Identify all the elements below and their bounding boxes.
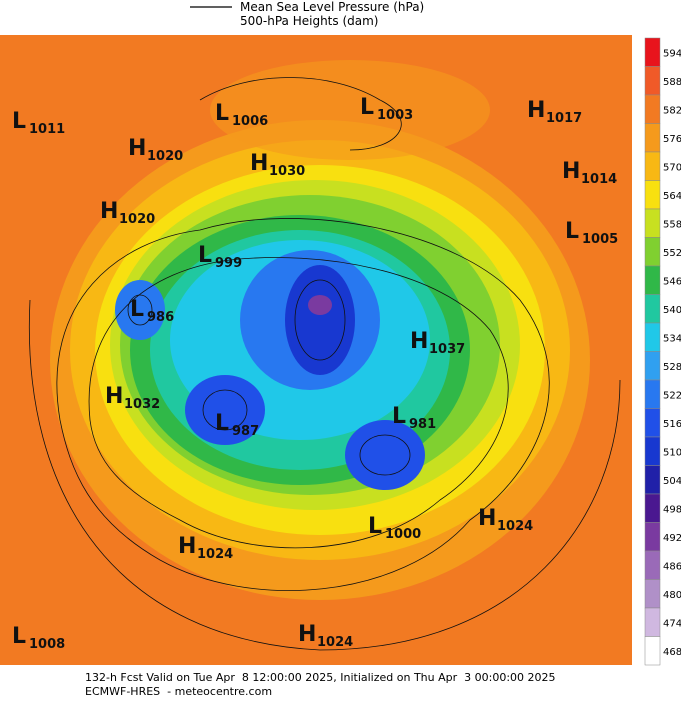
colorbar-tick-label: 480: [663, 590, 681, 601]
colorbar-swatch: [644, 522, 661, 552]
colorbar-tick-label: 522: [663, 390, 681, 401]
colorbar-swatch: [644, 465, 661, 495]
colorbar-swatch: [644, 493, 661, 523]
center-pressure: 1032: [124, 397, 160, 412]
center-letter: L: [215, 101, 229, 126]
colorbar-swatch: [644, 636, 661, 666]
center-pressure: 1000: [385, 527, 421, 542]
colorbar-tick-label: 468: [663, 647, 681, 658]
colorbar-tick-label: 552: [663, 248, 681, 259]
center-letter: L: [368, 514, 382, 539]
colorbar-swatch: [644, 94, 661, 124]
center-pressure: 1011: [29, 122, 65, 137]
center-pressure: 1024: [317, 635, 353, 650]
center-pressure: 1005: [582, 232, 618, 247]
colorbar-tick-label: 510: [663, 447, 681, 458]
center-letter: H: [100, 199, 118, 224]
center-pressure: 1020: [119, 212, 155, 227]
colorbar-tick-label: 570: [663, 162, 681, 173]
colorbar-tick-label: 546: [663, 276, 681, 287]
colorbar-swatch: [644, 379, 661, 409]
center-letter: H: [562, 159, 580, 184]
colorbar-swatch: [644, 579, 661, 609]
center-pressure: 1020: [147, 149, 183, 164]
colorbar-swatch: [644, 180, 661, 210]
colorbar-tick-label: 588: [663, 77, 681, 88]
colorbar-swatch: [644, 208, 661, 238]
footer-line: ECMWF-HRES - meteocentre.com: [85, 685, 272, 698]
colorbar-swatch: [644, 123, 661, 153]
colorbar-tick-label: 474: [663, 618, 681, 629]
center-letter: L: [12, 109, 26, 134]
center-letter: H: [478, 506, 496, 531]
colorbar-tick-label: 486: [663, 561, 681, 572]
colorbar-swatch: [644, 322, 661, 352]
colorbar-tick-label: 540: [663, 305, 681, 316]
center-letter: L: [198, 243, 212, 268]
colorbar-swatch: [644, 436, 661, 466]
center-letter: H: [128, 136, 146, 161]
center-letter: H: [410, 329, 428, 354]
center-pressure: 981: [409, 417, 436, 432]
colorbar-swatch: [644, 66, 661, 96]
center-letter: H: [527, 98, 545, 123]
center-letter: H: [178, 534, 196, 559]
center-letter: L: [565, 219, 579, 244]
colorbar-swatch: [644, 550, 661, 580]
colorbar-tick-label: 498: [663, 504, 681, 515]
colorbar-swatch: [644, 351, 661, 381]
center-letter: L: [215, 411, 229, 436]
colorbar-swatch: [644, 37, 661, 67]
center-pressure: 1006: [232, 114, 268, 129]
colorbar-swatch: [644, 408, 661, 438]
colorbar-swatch: [644, 237, 661, 267]
colorbar: 594 588 582 576 570 564 558 552 546 540 534 528 522 5…: [644, 37, 681, 666]
center-letter: H: [105, 384, 123, 409]
center-pressure: 1003: [377, 108, 413, 123]
colorbar-tick-label: 594: [663, 48, 681, 59]
colorbar-swatch: [644, 265, 661, 295]
pressure-centers: L 1011 L 1006 L 1003 H 1017 H 1020 H 1030 H 101…: [12, 95, 618, 652]
center-letter: H: [298, 622, 316, 647]
colorbar-swatch: [644, 294, 661, 324]
center-letter: H: [250, 151, 268, 176]
subtitle: 500-hPa Heights (dam): [240, 14, 378, 28]
colorbar-swatch: [644, 151, 661, 181]
center-letter: L: [12, 624, 26, 649]
colorbar-swatch: [644, 607, 661, 637]
center-pressure: 1037: [429, 342, 465, 357]
center-letter: L: [360, 95, 374, 120]
colorbar-tick-label: 564: [663, 191, 681, 202]
legend-label: Mean Sea Level Pressure (hPa): [240, 0, 424, 14]
center-pressure: 1008: [29, 637, 65, 652]
colorbar-tick-label: 534: [663, 333, 681, 344]
center-pressure: 1024: [197, 547, 233, 562]
center-letter: L: [392, 404, 406, 429]
map: [0, 35, 632, 665]
center-pressure: 986: [147, 310, 174, 325]
footer-line: 132-h Fcst Valid on Tue Apr 8 12:00:00 2…: [85, 671, 556, 684]
colorbar-tick-label: 558: [663, 219, 681, 230]
colorbar-tick-label: 576: [663, 134, 681, 145]
center-pressure: 999: [215, 256, 242, 271]
colorbar-tick-label: 528: [663, 362, 681, 373]
center-letter: L: [130, 297, 144, 322]
center-pressure: 1017: [546, 111, 582, 126]
center-pressure: 1014: [581, 172, 617, 187]
colorbar-tick-label: 582: [663, 105, 681, 116]
colorbar-tick-label: 516: [663, 419, 681, 430]
center-pressure: 1024: [497, 519, 533, 534]
center-pressure: 987: [232, 424, 259, 439]
colorbar-tick-label: 504: [663, 476, 681, 487]
center-pressure: 1030: [269, 164, 305, 179]
colorbar-tick-label: 492: [663, 533, 681, 544]
